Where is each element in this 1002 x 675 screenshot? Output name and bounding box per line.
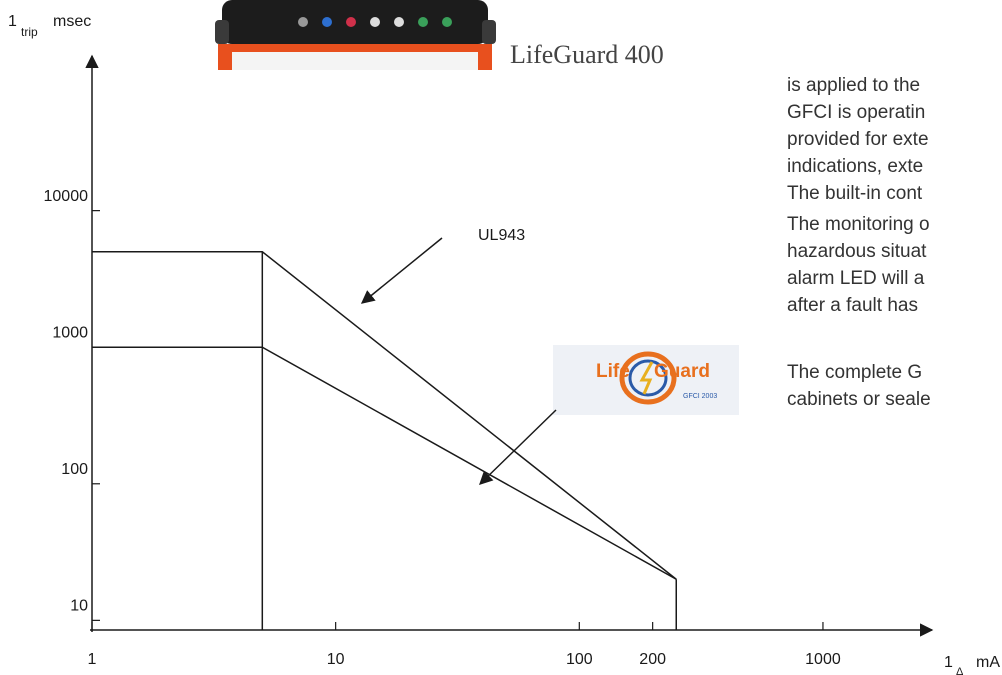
paragraph-line: The complete G xyxy=(787,362,922,383)
y-axis-label-unit: msec xyxy=(53,13,91,30)
product-caption: LifeGuard 400 xyxy=(510,40,664,69)
y-axis-label: 1 xyxy=(8,13,17,30)
x-tick-label: 10 xyxy=(327,651,345,668)
paragraph-line: cabinets or seale xyxy=(787,389,931,410)
y-tick-label: 1000 xyxy=(52,324,88,341)
x-tick-label: 200 xyxy=(639,651,666,668)
paragraph-line: hazardous situat xyxy=(787,241,927,262)
x-tick-label: 1 xyxy=(88,651,97,668)
chart: LifeGuard 400 Life Guard GFCI 2003 UL943… xyxy=(0,0,1002,675)
paragraph-line: GFCI is operatin xyxy=(787,102,925,123)
y-tick-label: 10 xyxy=(70,598,88,615)
x-tick-label: 100 xyxy=(566,651,593,668)
paragraph-line: alarm LED will a xyxy=(787,268,925,289)
paragraph-line: The monitoring o xyxy=(787,214,930,235)
logo-text: Life xyxy=(596,361,630,382)
y-tick-label: 100 xyxy=(61,461,88,478)
logo-subtext: GFCI 2003 xyxy=(683,393,717,400)
x-tick-label: 1000 xyxy=(805,651,841,668)
annotation-arrow xyxy=(362,238,442,303)
x-axis-label: 1 xyxy=(944,654,953,671)
logo: Life Guard GFCI 2003 xyxy=(553,345,739,415)
logo-text: Guard xyxy=(654,361,710,382)
annotation: UL943 xyxy=(478,227,525,244)
annotation-arrow xyxy=(480,410,556,484)
paragraph-line: is applied to the xyxy=(787,75,920,96)
page: {"chart_data": {"type": "line", "y_label… xyxy=(0,0,1002,675)
y-axis-label-sub: trip xyxy=(21,25,38,39)
paragraph-line: indications, exte xyxy=(787,156,923,177)
device-photo xyxy=(215,0,496,70)
y-tick-label: 10000 xyxy=(44,188,89,205)
x-axis-label-unit: mA xyxy=(976,654,1000,671)
paragraph-line: provided for exte xyxy=(787,129,929,150)
paragraph-line: The built-in cont xyxy=(787,183,923,204)
paragraph-line: after a fault has xyxy=(787,295,918,316)
x-axis-label-sub: Δ xyxy=(956,666,964,675)
